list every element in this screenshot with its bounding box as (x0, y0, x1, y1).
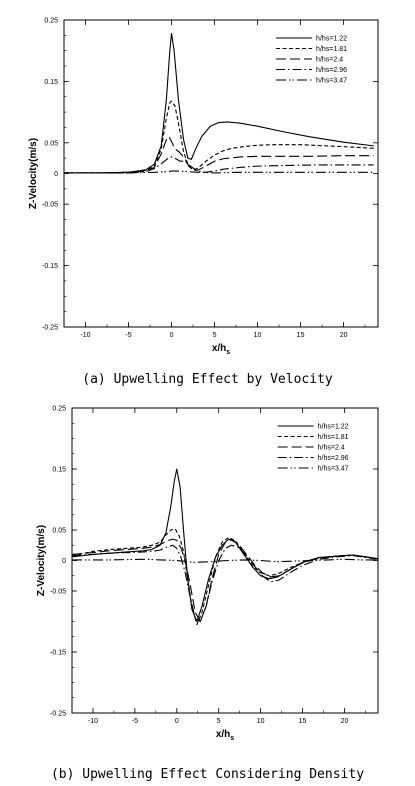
chart-a-legend-label-1: h/hs=1.22 (316, 36, 347, 43)
chart-b-y-tick-label: 0.05 (52, 528, 66, 535)
chart-b-legend-label-2: h/hs=1.81 (318, 434, 349, 441)
chart-b-x-tick-label: 10 (257, 718, 265, 725)
chart-b-x-axis-title-subscript: s (230, 735, 234, 742)
chart-a-x-tick-label: 10 (254, 332, 262, 339)
chart-a-x-tick-label: 20 (340, 332, 348, 339)
chart-a-y-tick-label: -0.15 (42, 263, 58, 270)
chart-a-x-tick-label: -10 (80, 332, 90, 339)
chart-b-y-tick-label: -0.05 (50, 589, 66, 596)
chart-a-svg: -0.25 -0.15 -0.05 0 0.05 0.15 0.25 -10 -5 0 5 10 15 2… (28, 18, 379, 356)
chart-a-series-line-2 (64, 100, 374, 174)
chart-a-y-tick-label: 0 (54, 171, 58, 178)
chart-a-x-tick-label: 15 (297, 332, 305, 339)
chart-a-y-tick-label: 0.15 (44, 79, 58, 86)
chart-b-x-axis-title: x/hs (216, 729, 234, 742)
chart-a-x-tick-label: -5 (125, 332, 131, 339)
chart-b-series-line-2 (72, 528, 378, 626)
chart-panel-a: -0.25 -0.15 -0.05 0 0.05 0.15 0.25 -10 -5 0 5 10 15 2… (28, 18, 379, 387)
chart-b-y-tick-label: -0.25 (50, 711, 66, 718)
chart-a-series-line-3 (64, 136, 374, 174)
chart-a-y-tick-label: -0.05 (42, 202, 58, 209)
chart-a-y-tick-label: -0.25 (42, 325, 58, 332)
chart-b-series-line-1 (72, 468, 378, 623)
chart-b-legend-label-3: h/hs=2.4 (318, 445, 345, 452)
chart-a-series-line-5 (64, 170, 374, 174)
chart-panel-b: -0.25 -0.15 -0.05 0 0.05 0.15 0.25 -10 -5 0 5 10 15 2… (0, 393, 415, 786)
chart-b-x-tick-label: 15 (299, 718, 307, 725)
chart-a-y-axis-title: Z-Velocity(m/s) (28, 138, 39, 209)
chart-b-series-line-4 (72, 544, 378, 623)
chart-a-x-tick-label: 0 (170, 332, 174, 339)
chart-b-x-tick-label: 5 (217, 718, 221, 725)
chart-b-y-tick-label: -0.15 (50, 650, 66, 657)
chart-a-y-tick-label: 0.05 (44, 140, 58, 147)
chart-b-y-tick-label: 0.25 (52, 406, 66, 413)
chart-a-x-tick-label: 5 (213, 332, 217, 339)
chart-a-legend-label-3: h/hs=2.4 (316, 57, 343, 64)
chart-b-legend-label-4: h/hs=2.96 (318, 455, 349, 462)
chart-b-y-tick-label: 0 (62, 558, 66, 565)
chart-a-legend-label-5: h/hs=3.47 (316, 78, 347, 85)
chart-b-legend-label-1: h/hs=1.22 (318, 424, 349, 431)
chart-b-series-line-3 (72, 538, 378, 623)
chart-a-legend-label-2: h/hs=1.81 (316, 46, 347, 53)
chart-b-legend-label-5: h/hs=3.47 (318, 466, 349, 473)
chart-a-caption: (a) Upwelling Effect by Velocity (82, 372, 333, 387)
chart-a-legend-label-4: h/hs=2.96 (316, 67, 347, 74)
chart-b-x-tick-label: -10 (88, 718, 98, 725)
chart-a-y-tick-label: 0.25 (44, 18, 58, 25)
chart-b-svg: -0.25 -0.15 -0.05 0 0.05 0.15 0.25 -10 -5 0 5 10 15 2… (36, 406, 379, 742)
chart-a-series-line-4 (64, 156, 374, 174)
chart-b-caption: (b) Upwelling Effect Considering Density (50, 767, 365, 782)
chart-a-x-axis-title: x/hs (212, 343, 230, 356)
chart-b-x-tick-label: 20 (341, 718, 349, 725)
chart-b-y-axis-title: Z-Velocity(m/s) (36, 525, 47, 596)
chart-a-x-axis-title-subscript: s (226, 349, 230, 356)
chart-b-series-line-5 (72, 558, 378, 563)
chart-a-series-line-1 (64, 32, 374, 174)
chart-b-x-tick-label: -5 (132, 718, 138, 725)
chart-b-y-tick-label: 0.15 (52, 467, 66, 474)
chart-b-x-tick-label: 0 (175, 718, 179, 725)
